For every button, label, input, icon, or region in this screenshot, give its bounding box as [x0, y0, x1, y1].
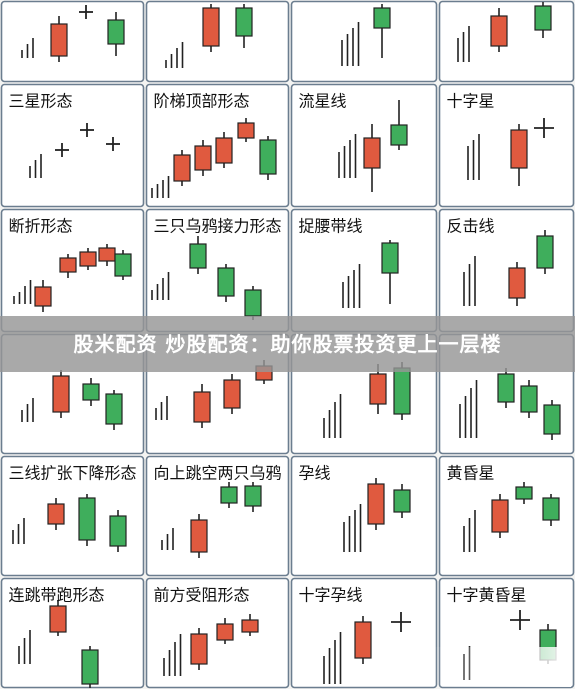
- candle-body: [107, 19, 125, 45]
- candle-body: [202, 7, 220, 47]
- pattern-cell: [290, 455, 438, 577]
- pattern-label: 黄昏星: [447, 464, 495, 483]
- candle-body: [490, 15, 508, 47]
- candle-body: [81, 649, 99, 685]
- candle-body: [510, 129, 528, 169]
- candle-body: [52, 375, 70, 413]
- candle-body: [491, 499, 509, 533]
- candle-body: [98, 247, 116, 262]
- pattern-label: 三线扩张下降形态: [9, 464, 137, 483]
- candle-body: [237, 122, 255, 139]
- pattern-label: 十字孕线: [299, 586, 363, 605]
- pattern-label: 前方受阻形态: [154, 586, 250, 605]
- candle-body: [78, 497, 96, 541]
- candle-body: [536, 235, 554, 269]
- candle-body: [79, 251, 97, 267]
- candle-body: [363, 137, 381, 169]
- candle-body: [520, 385, 538, 413]
- candle-body: [241, 619, 259, 633]
- candle-body: [109, 515, 127, 547]
- pattern-cell: [290, 0, 438, 83]
- candle-body: [217, 267, 235, 297]
- candle-body: [369, 373, 387, 405]
- candle-body: [508, 267, 526, 299]
- candle-body: [114, 253, 132, 277]
- candle-body: [215, 137, 233, 164]
- pattern-label: 向上跳空两只乌鸦: [154, 464, 282, 483]
- candle-body: [534, 5, 552, 31]
- candle-body: [173, 154, 191, 182]
- candle-body: [47, 503, 65, 525]
- candle-body: [194, 145, 212, 171]
- pattern-label: 十字黄昏星: [447, 586, 527, 605]
- candle-body: [223, 379, 241, 409]
- pattern-label: 捉腰带线: [299, 217, 363, 236]
- candle-body: [244, 485, 262, 507]
- candle-body: [190, 633, 208, 665]
- pattern-label: 断折形态: [9, 217, 73, 236]
- pattern-label: 十字星: [447, 92, 495, 111]
- banner-overlay: [0, 316, 575, 372]
- candle-body: [105, 393, 123, 425]
- banner-text: 股米配资 炒股配资：助你股票投资更上一层楼: [73, 332, 502, 356]
- candle-body: [259, 139, 277, 175]
- candle-body: [497, 373, 515, 403]
- pattern-label: 流星线: [299, 92, 347, 111]
- candle-body: [59, 257, 77, 273]
- pattern-label: 孕线: [299, 464, 331, 483]
- pattern-cell: [0, 455, 145, 577]
- candle-body: [34, 286, 52, 307]
- candle-body: [542, 497, 560, 521]
- pattern-label: 反击线: [447, 217, 495, 236]
- candle-body: [393, 489, 411, 513]
- pattern-cell: [0, 83, 145, 208]
- candle-body: [190, 519, 208, 553]
- pattern-label: 阶梯顶部形态: [154, 92, 250, 111]
- candle-body: [189, 243, 207, 269]
- candle-body: [244, 289, 262, 317]
- pattern-label: 连跳带跑形态: [9, 586, 105, 605]
- watermark-fade: [431, 647, 571, 687]
- candle-body: [49, 605, 67, 633]
- candle-body: [390, 124, 408, 146]
- pattern-label: 三只乌鸦接力形态: [154, 217, 282, 236]
- candle-body: [50, 23, 68, 57]
- candle-body: [235, 7, 253, 37]
- candle-body: [373, 7, 391, 29]
- candle-body: [193, 391, 211, 423]
- candle-body: [220, 486, 238, 504]
- candle-body: [216, 623, 234, 641]
- pattern-label: 三星形态: [9, 92, 73, 111]
- candle-body: [367, 483, 385, 525]
- candle-body: [393, 367, 411, 415]
- candle-body: [515, 486, 533, 500]
- candle-body: [381, 242, 399, 274]
- candle-body: [82, 383, 100, 401]
- candle-body: [354, 621, 372, 659]
- pattern-cell: [0, 577, 145, 689]
- candle-body: [543, 404, 561, 435]
